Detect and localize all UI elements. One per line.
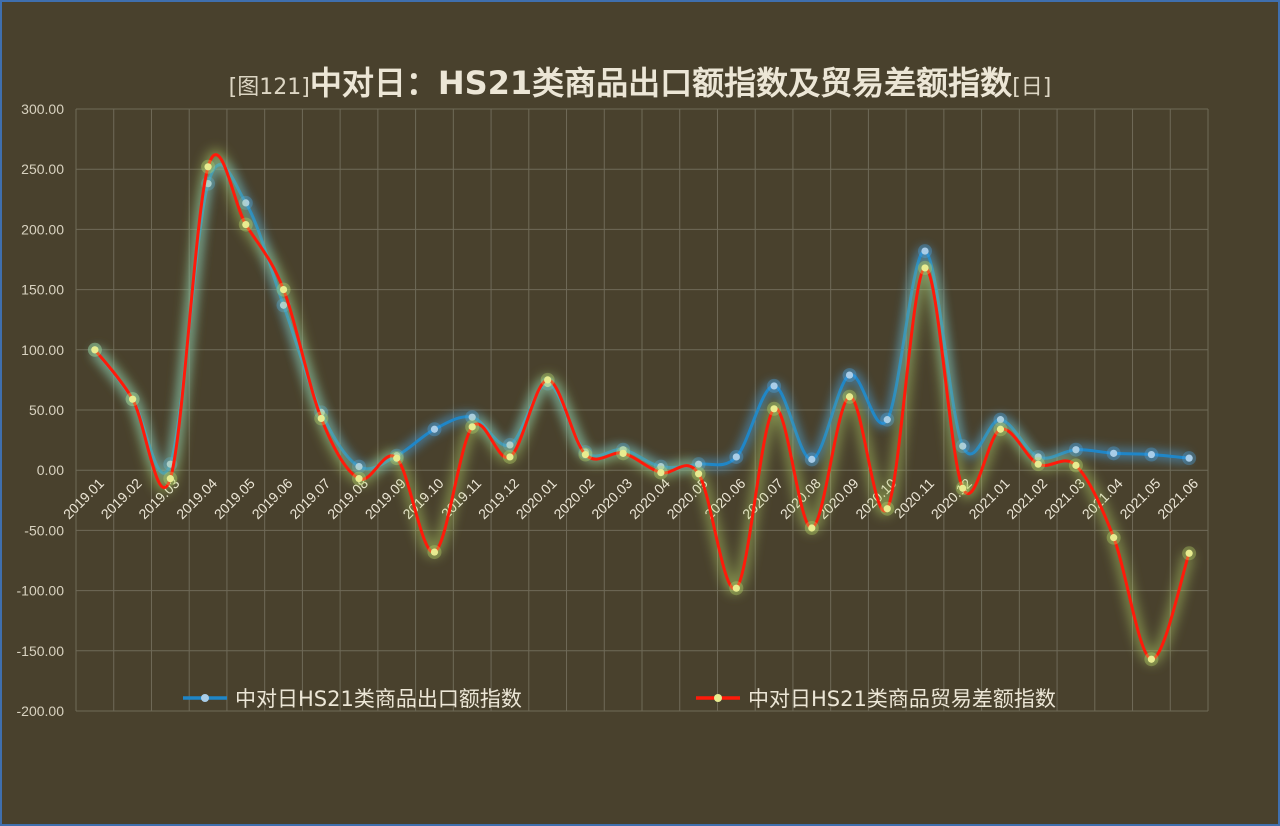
legend-label: 中对日HS21类商品出口额指数 [235,687,522,711]
data-point-balance [695,470,703,478]
data-point-export [883,416,891,424]
x-tick-label: 2019.09 [362,475,409,522]
y-tick-label: -50.00 [24,522,64,538]
data-point-balance [581,450,590,459]
x-tick-label: 2020.01 [513,475,560,522]
data-point-balance [242,220,250,229]
series-balance-line [93,153,1191,661]
data-point-export [1147,450,1155,459]
legend-label: 中对日HS21类商品贸易差额指数 [748,687,1056,711]
data-point-balance [1072,461,1080,469]
y-axis-tick-labels: 300.00 250.00 200.00 150.00 100.00 50.00 0.00 -… [17,101,65,719]
x-tick-label: 2019.02 [98,475,145,522]
data-point-balance [430,548,439,556]
x-tick-label: 2020.03 [588,475,635,522]
x-tick-label: 2019.06 [249,475,296,522]
data-point-export [959,442,967,450]
data-point-balance [1147,655,1155,663]
y-tick-label: 300.00 [21,101,64,117]
x-tick-label: 2019.04 [173,475,220,522]
data-point-export [732,453,740,461]
y-tick-label: 250.00 [21,161,64,177]
legend-swatch-marker [714,694,722,702]
x-tick-label: 2020.02 [550,475,597,522]
data-point-balance [393,454,401,462]
x-tick-label: 2020.07 [739,475,786,522]
data-point-export [1072,446,1080,454]
data-point-balance [317,414,325,423]
data-point-export [468,413,476,421]
x-tick-label: 2021.06 [1154,475,1201,522]
data-point-balance [204,163,212,171]
data-point-balance [1034,460,1042,468]
chart-title-suffix: [日] [1012,75,1052,100]
y-tick-label: -150.00 [17,643,65,659]
data-point-balance [845,393,854,401]
data-point-export [430,425,439,433]
data-point-balance [468,423,476,431]
y-tick-label: 200.00 [21,221,64,237]
x-tick-label: 2019.05 [211,475,258,522]
data-point-balance [732,584,740,592]
y-tick-label: 150.00 [21,282,64,298]
series [87,150,1197,667]
data-point-balance [883,505,891,513]
chart-title-main: 中对日：HS21类商品出口额指数及贸易差额指数 [309,64,1013,102]
x-tick-label: 2021.05 [1116,475,1163,522]
x-tick-label: 2019.01 [60,475,107,522]
series-balance [87,150,1197,667]
data-point-balance [770,405,778,413]
y-tick-label: 50.00 [29,402,64,418]
x-tick-label: 2019.07 [286,475,333,522]
data-point-balance [657,469,665,477]
data-point-balance [959,484,967,492]
data-point-export [1185,454,1193,462]
y-tick-label: -200.00 [17,703,65,719]
chart-title-prefix: [图121] [228,75,310,100]
data-point-balance [355,475,363,483]
data-point-balance [544,376,552,384]
y-tick-label: 100.00 [21,342,64,358]
data-point-export [242,199,250,207]
data-point-balance [166,475,174,483]
data-point-balance [1185,549,1193,557]
data-point-balance [808,524,816,532]
x-axis-tick-labels: 2019.012019.022019.032019.042019.052019.… [60,475,1202,522]
legend-item-export: 中对日HS21类商品出口额指数 [183,687,522,711]
data-point-export [996,416,1005,424]
x-tick-label: 2021.03 [1041,475,1088,522]
x-tick-label: 2019.12 [475,475,522,522]
x-tick-label: 2020.12 [928,475,975,522]
chart-title: [图121]中对日：HS21类商品出口额指数及贸易差额指数[日] [0,58,1280,104]
legend: 中对日HS21类商品出口额指数 中对日HS21类商品贸易差额指数 [183,687,1056,711]
y-tick-label: 0.00 [37,462,64,478]
data-point-balance [279,286,288,294]
data-point-export [1110,449,1118,457]
x-tick-label: 2021.02 [1003,475,1050,522]
data-point-balance [996,425,1005,433]
data-point-balance [129,395,137,403]
x-tick-label: 2020.04 [626,475,673,522]
data-point-export [506,441,514,449]
data-point-balance [91,346,99,354]
data-point-balance [506,453,514,461]
data-point-export [808,455,816,463]
legend-swatch-marker [201,694,209,702]
legend-item-balance: 中对日HS21类商品贸易差额指数 [696,687,1056,711]
data-point-balance [921,264,929,272]
data-point-export [845,371,854,379]
data-point-balance [619,449,627,457]
y-tick-label: -100.00 [17,583,65,599]
data-point-export [355,462,363,471]
data-point-export [770,382,778,390]
data-point-balance [1110,534,1118,542]
data-point-export [921,247,929,255]
